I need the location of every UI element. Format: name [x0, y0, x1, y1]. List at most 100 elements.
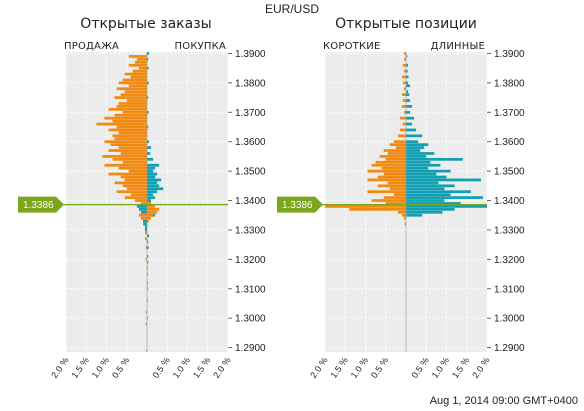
bar: [406, 110, 411, 114]
bar: [147, 181, 158, 185]
x-tick-label: 2.0 %: [470, 355, 491, 380]
bar: [147, 299, 148, 302]
panel-2: Открытые позиции КОРОТКИЕ ДЛИННЫЕ 1.3900 1.3…: [277, 16, 525, 380]
bar: [385, 202, 406, 205]
bar: [402, 81, 406, 85]
x-tick-label: 1.5 %: [191, 355, 212, 380]
bar: [147, 202, 152, 205]
x-tick-label: 0.5 %: [369, 355, 390, 380]
bar: [406, 196, 483, 199]
bar: [375, 160, 406, 164]
bar: [145, 322, 147, 326]
bar: [147, 169, 154, 173]
bar: [132, 69, 147, 73]
bar: [406, 199, 445, 202]
bar: [108, 149, 147, 152]
bar: [147, 172, 158, 176]
bar: [147, 234, 150, 238]
bar: [406, 166, 429, 170]
bar: [367, 178, 406, 182]
bar: [406, 146, 425, 149]
bar: [406, 178, 481, 182]
bar: [147, 272, 148, 276]
bar: [406, 207, 455, 211]
y-tick-label: 1.3100: [235, 284, 266, 295]
bar: [114, 181, 147, 185]
bar: [402, 63, 406, 67]
bar: [136, 205, 147, 208]
x-tick-label: 1.0 %: [349, 355, 370, 380]
bar: [147, 316, 148, 320]
bar: [116, 125, 147, 129]
bar: [403, 216, 406, 220]
bar: [406, 63, 409, 67]
bar: [147, 213, 154, 217]
bar: [406, 175, 447, 179]
bar: [406, 187, 445, 191]
bar: [145, 257, 147, 261]
bar: [147, 52, 150, 55]
bar: [402, 99, 406, 102]
bar: [122, 110, 147, 114]
bar: [406, 81, 409, 85]
bar: [406, 184, 455, 188]
bar: [325, 205, 406, 208]
current-price-tag: [277, 196, 323, 213]
bar: [406, 160, 431, 164]
bar: [389, 143, 406, 147]
bar: [147, 190, 158, 194]
bar: [147, 240, 149, 244]
x-tick-label: 0.5 %: [409, 355, 430, 380]
bar: [136, 57, 147, 61]
y-tick-label: 1.3900: [494, 49, 525, 60]
bar: [406, 69, 408, 73]
y-tick-label: 1.3700: [494, 108, 525, 119]
bar: [381, 166, 406, 170]
bar: [112, 134, 147, 138]
bar: [397, 210, 406, 214]
bar: [122, 160, 147, 164]
bar: [147, 207, 160, 211]
bar: [147, 110, 149, 114]
x-tick-label: 1.5 %: [450, 355, 471, 380]
bar: [126, 187, 147, 191]
bar: [147, 175, 156, 179]
x-tick-label: 1.5 %: [69, 355, 90, 380]
right-side-label: ПОКУПКА: [175, 41, 226, 52]
bar: [147, 178, 162, 182]
y-tick-label: 1.2900: [494, 343, 525, 354]
bar: [142, 219, 147, 223]
bar: [140, 202, 147, 205]
bar: [147, 187, 164, 191]
bar: [406, 128, 417, 132]
y-tick-label: 1.2900: [235, 343, 266, 354]
panel-title: Открытые заказы: [80, 16, 211, 32]
bar: [114, 113, 147, 117]
y-tick-label: 1.3400: [494, 196, 525, 207]
bar: [401, 105, 406, 108]
y-tick-label: 1.3600: [494, 137, 525, 148]
bar: [140, 216, 147, 220]
x-tick-label: 2.0 %: [49, 355, 70, 380]
bar: [147, 146, 152, 149]
timestamp: Aug 1, 2014 09:00 GMT+0400: [430, 395, 578, 407]
bar: [399, 128, 406, 132]
y-tick-label: 1.3400: [235, 196, 266, 207]
bar: [371, 163, 406, 167]
bar: [147, 57, 149, 61]
bar: [406, 90, 409, 94]
bar: [147, 81, 149, 85]
bar: [112, 119, 147, 123]
bar: [147, 260, 149, 264]
bar: [404, 222, 406, 226]
y-tick-label: 1.3200: [235, 255, 266, 266]
current-price-label: 1.3386: [282, 200, 313, 211]
left-side-label: КОРОТКИЕ: [323, 41, 380, 52]
y-tick-label: 1.3700: [235, 108, 266, 119]
bar: [118, 146, 147, 149]
bar: [122, 184, 147, 188]
bar: [147, 219, 150, 223]
bar: [383, 149, 406, 152]
x-tick-label: 1.0 %: [171, 355, 192, 380]
x-tick-label: 0.5 %: [110, 355, 131, 380]
